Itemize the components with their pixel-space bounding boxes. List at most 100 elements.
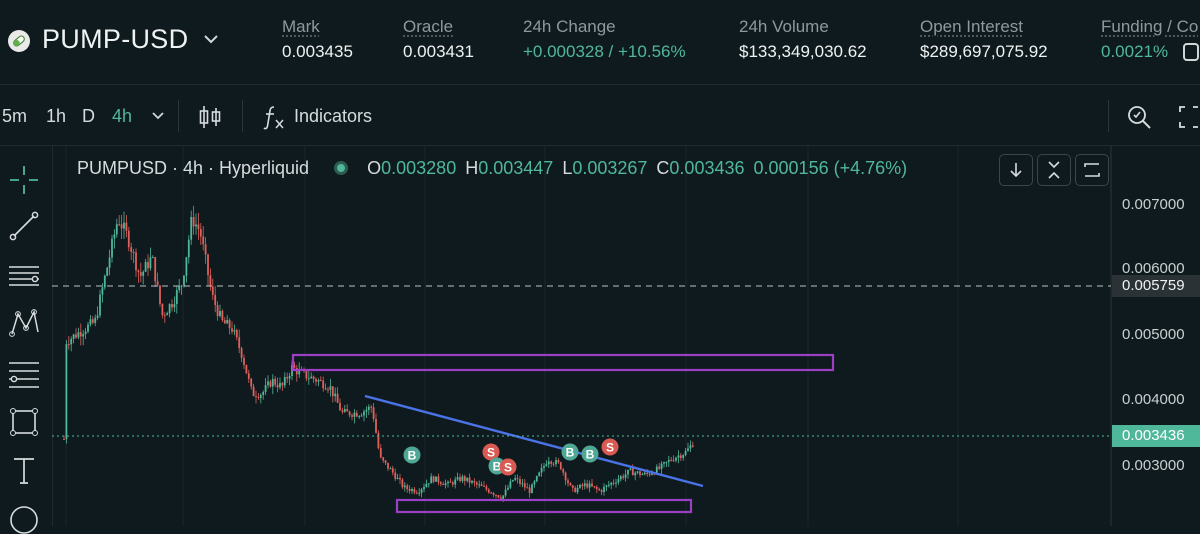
candle-body [269, 381, 272, 387]
candle-body [324, 388, 327, 390]
settings-button[interactable] [1075, 154, 1109, 186]
candle-body [475, 482, 478, 485]
interval-5m[interactable]: 5m [2, 106, 28, 126]
axis-label: 0.007000 [1122, 196, 1185, 213]
candle-body [468, 477, 471, 483]
candle-body [658, 466, 661, 469]
candle-body [619, 476, 622, 480]
candle-body [113, 234, 116, 239]
legend-change: 0.000156 (+4.76%) [753, 158, 908, 178]
candle-body [442, 483, 445, 486]
candle-body [322, 380, 325, 389]
emoji-tool-icon[interactable] [6, 498, 42, 534]
candle-body [219, 310, 221, 317]
candle-body [288, 375, 291, 379]
countdown-icon [1183, 43, 1199, 61]
candle-body [216, 305, 219, 317]
legend-title: PUMPUSD · 4h · Hyperliquid [77, 158, 310, 178]
candle-body [588, 483, 591, 488]
candle-body [487, 489, 490, 493]
trendline [364, 394, 704, 488]
interval-1h[interactable]: 1h [46, 106, 67, 126]
candle-body [317, 380, 320, 382]
candle-body [511, 480, 514, 482]
candle-body [675, 457, 677, 461]
collapse-icon [1048, 161, 1060, 179]
pattern-tool-icon[interactable] [6, 306, 42, 342]
candle-body [358, 416, 361, 418]
candle-body [687, 448, 689, 452]
candle-body [281, 382, 284, 386]
candle-style-icon[interactable] [198, 103, 222, 131]
interval-dropdown-icon[interactable] [151, 110, 165, 122]
candle-body [466, 477, 469, 481]
stat-24h-change: 24h Change +0.000328 / +10.56% [523, 17, 686, 61]
rectangle-tool-icon[interactable] [6, 404, 42, 440]
candle-body [298, 369, 301, 375]
chevron-down-icon[interactable] [202, 30, 220, 48]
interval-d[interactable]: D [82, 106, 95, 126]
fullscreen-icon[interactable] [1178, 103, 1200, 131]
candle-body [382, 457, 385, 461]
stat-funding: Funding / Co 0.0021% [1101, 17, 1199, 61]
candle-body [211, 286, 214, 295]
candle-body [351, 415, 353, 417]
legend-high: 0.003447 [478, 158, 554, 178]
indicators-button[interactable]: Indicators [294, 106, 373, 126]
interval-4h[interactable]: 4h [112, 106, 133, 126]
scroll-down-button[interactable] [999, 154, 1033, 186]
candle-body [190, 216, 193, 240]
candle-body [454, 479, 457, 485]
candle-body [509, 481, 512, 488]
candle-body [341, 410, 344, 412]
candle-body [94, 317, 97, 323]
chart-toolbar [0, 85, 1200, 146]
candle-body [79, 332, 82, 337]
candle-body [586, 483, 589, 488]
axis-label: 0.005000 [1122, 326, 1185, 343]
candle-body [192, 216, 195, 227]
candle-body [154, 257, 157, 282]
candle-body [91, 319, 94, 323]
loop-icon [1084, 163, 1100, 177]
candle-body [63, 439, 65, 440]
candle-body [151, 257, 154, 259]
market-header [0, 0, 1200, 85]
candle-body [533, 481, 536, 485]
candle-body [187, 239, 190, 258]
candle-body [77, 332, 80, 338]
candle-body [480, 484, 483, 486]
candle-body [127, 230, 130, 248]
fx-icon[interactable] [262, 104, 286, 130]
collapse-button[interactable] [1037, 154, 1071, 186]
candle-body [403, 485, 406, 488]
text-tool-icon[interactable] [6, 452, 42, 488]
candle-body [130, 247, 133, 253]
horizontal-lines-icon[interactable] [6, 258, 42, 294]
symbol-selector[interactable]: PUMP-USD [42, 24, 189, 54]
sell-marker [482, 443, 500, 461]
candle-body [394, 472, 397, 479]
candle-body [523, 483, 526, 488]
price-chart[interactable]: B SB SB B S [52, 146, 1200, 526]
trendline-tool-icon[interactable] [6, 208, 42, 244]
candle-body [550, 461, 553, 464]
candle-body [682, 455, 685, 458]
candle-body [420, 489, 423, 493]
crosshair-icon[interactable] [6, 162, 42, 198]
candle-body [444, 483, 447, 486]
candle-body [684, 451, 687, 456]
candle-body [307, 378, 310, 380]
candle-body [576, 487, 579, 493]
candle-body [123, 222, 125, 229]
fib-tool-icon[interactable] [6, 355, 42, 391]
candle-body [583, 483, 586, 487]
search-zoom-icon[interactable] [1125, 103, 1153, 131]
candle-body [485, 486, 488, 490]
candle-body [567, 480, 569, 484]
arrow-down-icon [1010, 163, 1022, 178]
candle-body [591, 483, 593, 487]
candle-body [526, 487, 529, 489]
candle-body [430, 476, 433, 484]
candle-body [231, 328, 233, 332]
